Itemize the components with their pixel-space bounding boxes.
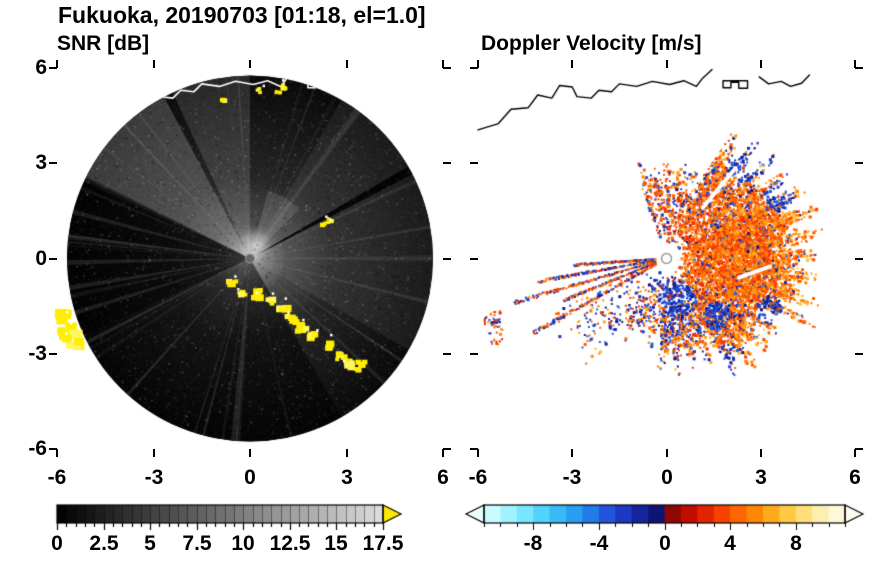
doppler-ppi-plot: [468, 58, 865, 459]
axis-tick: [49, 67, 57, 69]
doppler-colorbar-label: 8: [790, 532, 802, 555]
axis-tick: [571, 60, 574, 68]
axis-tick: [571, 449, 574, 457]
snr-colorbar-label: 10: [231, 532, 255, 555]
snr-colorbar-label: 17.5: [362, 532, 404, 555]
axis-tick: [443, 67, 451, 69]
axis-tick: [152, 449, 155, 457]
axis-tick: [345, 60, 348, 68]
doppler-colorbar-label: -8: [523, 532, 543, 555]
doppler-colorbar-label: 0: [659, 532, 671, 555]
axis-tick: [855, 448, 863, 450]
axis-tick: [477, 60, 479, 68]
axis-tick: [470, 162, 478, 165]
axis-tick: [443, 162, 451, 165]
snr-xtick-label: 6: [437, 466, 449, 489]
snr-colorbar-label: 12.5: [269, 532, 311, 555]
axis-tick: [665, 60, 668, 68]
snr-colorbar-label: 7.5: [182, 532, 212, 555]
snr-ppi-plot: [47, 58, 453, 459]
axis-tick: [854, 60, 856, 68]
doppler-xtick-label: 0: [661, 466, 673, 489]
doppler-colorbar-label: 4: [724, 532, 736, 555]
axis-tick: [759, 449, 762, 457]
doppler-colorbar-label: -4: [589, 532, 609, 555]
axis-tick: [49, 448, 57, 450]
doppler-xtick-label: 6: [849, 466, 861, 489]
doppler-colorbar: [462, 503, 868, 533]
axis-tick: [442, 449, 444, 457]
axis-tick: [665, 449, 668, 457]
axis-tick: [49, 162, 57, 165]
doppler-panel-title: Doppler Velocity [m/s]: [481, 32, 702, 55]
axis-tick: [759, 60, 762, 68]
snr-ytick-label: -6: [28, 437, 47, 460]
axis-tick: [443, 352, 451, 355]
axis-tick: [443, 257, 451, 260]
snr-colorbar-label: 5: [144, 532, 156, 555]
axis-tick: [855, 162, 863, 165]
doppler-xtick-label: 3: [755, 466, 767, 489]
axis-tick: [152, 60, 155, 68]
snr-xtick-label: 3: [341, 466, 353, 489]
snr-ytick-label: -3: [28, 342, 47, 365]
axis-tick: [56, 449, 58, 457]
axis-tick: [249, 60, 251, 68]
snr-ytick-label: 0: [35, 247, 47, 270]
axis-tick: [470, 67, 478, 69]
axis-tick: [855, 257, 863, 260]
snr-ytick-label: 6: [35, 56, 47, 79]
axis-tick: [854, 449, 856, 457]
snr-xtick-label: -6: [47, 466, 67, 489]
figure-title: Fukuoka, 20190703 [01:18, el=1.0]: [58, 2, 426, 28]
axis-tick: [477, 449, 479, 457]
snr-colorbar-label: 0: [51, 532, 63, 555]
axis-tick: [442, 60, 444, 68]
snr-xtick-label: -3: [144, 466, 164, 489]
axis-tick: [855, 352, 863, 355]
axis-tick: [345, 449, 348, 457]
snr-xtick-label: 0: [244, 466, 256, 489]
doppler-xtick-label: -3: [562, 466, 582, 489]
snr-panel-title: SNR [dB]: [57, 32, 150, 55]
axis-tick: [249, 449, 251, 457]
doppler-xtick-label: -6: [468, 466, 488, 489]
axis-tick: [470, 448, 478, 450]
snr-colorbar-label: 2.5: [89, 532, 119, 555]
axis-tick: [49, 257, 57, 260]
snr-colorbar-label: 15: [324, 532, 348, 555]
axis-tick: [470, 257, 478, 260]
axis-tick: [49, 352, 57, 355]
axis-tick: [443, 448, 451, 450]
snr-colorbar: [55, 503, 405, 533]
axis-tick: [56, 60, 58, 68]
axis-tick: [855, 67, 863, 69]
snr-ytick-label: 3: [35, 151, 47, 174]
axis-tick: [470, 352, 478, 355]
